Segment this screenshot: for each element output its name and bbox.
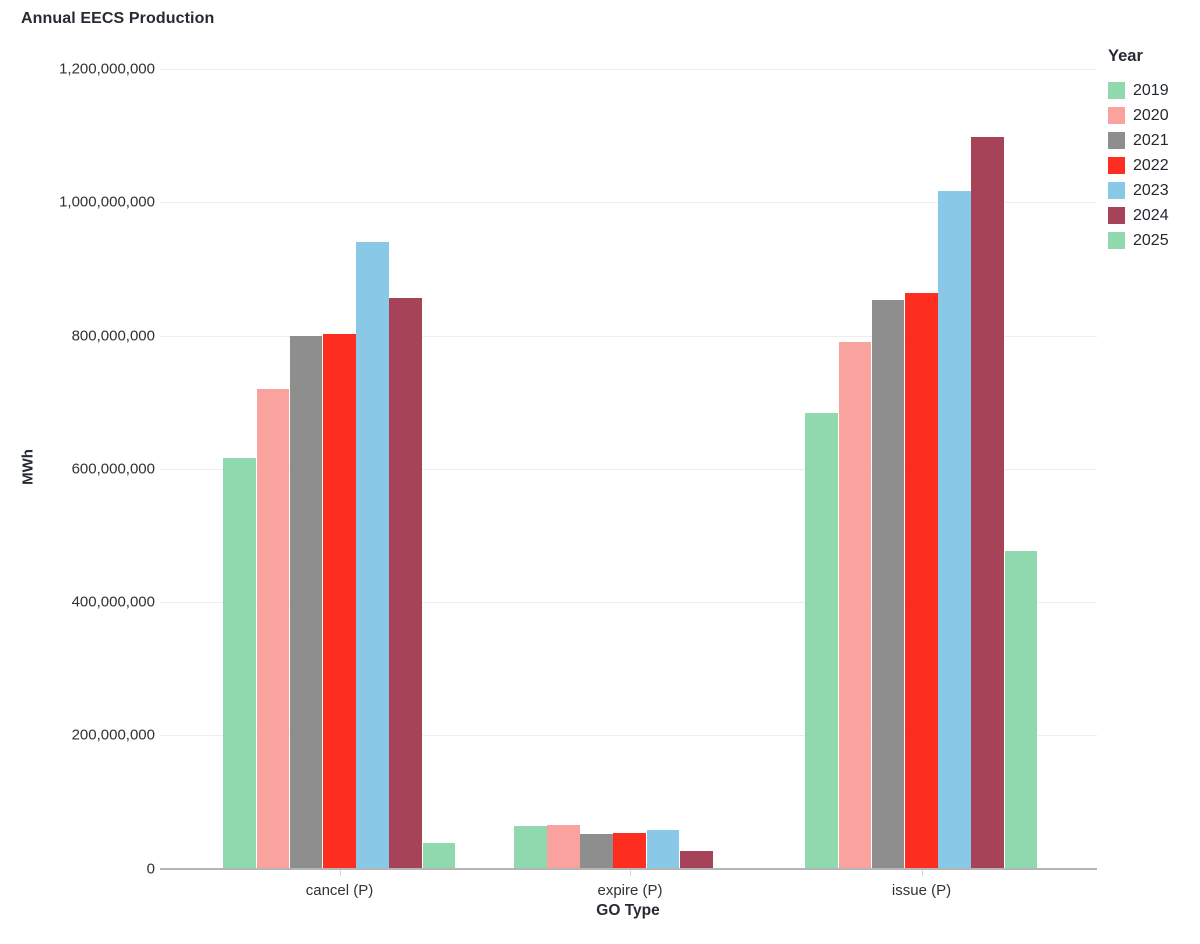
x-axis-line xyxy=(160,868,1097,870)
legend-swatch-2019 xyxy=(1108,82,1125,99)
bar-2019-issue-P[interactable] xyxy=(805,412,839,869)
bar-2024-cancel-P[interactable] xyxy=(389,297,423,869)
x-tick-mark xyxy=(630,870,631,876)
y-tick-label: 1,000,000,000 xyxy=(59,193,155,211)
y-tick-label: 1,200,000,000 xyxy=(59,60,155,78)
legend-title: Year xyxy=(1108,47,1143,65)
bar-2023-cancel-P[interactable] xyxy=(356,242,389,869)
legend-item-2023[interactable]: 2023 xyxy=(1108,178,1198,203)
legend-item-2021[interactable]: 2021 xyxy=(1108,128,1198,153)
y-tick-label: 400,000,000 xyxy=(71,593,155,611)
gridline xyxy=(160,335,1097,337)
chart-title: Annual EECS Production xyxy=(21,10,215,27)
y-tick-label: 0 xyxy=(146,860,155,877)
gridline xyxy=(160,602,1097,603)
legend-item-2024[interactable]: 2024 xyxy=(1108,203,1198,228)
x-tick-label-issue: issue (P) xyxy=(891,881,952,899)
gridline xyxy=(160,468,1097,470)
x-tick-mark xyxy=(339,870,341,876)
legend-label: 2019 xyxy=(1133,81,1169,99)
bar-2021-expire-P[interactable] xyxy=(580,833,613,869)
x-tick-label-expire: expire (P) xyxy=(597,881,663,899)
legend-swatch-2022 xyxy=(1108,157,1125,174)
y-tick-label: 800,000,000 xyxy=(71,327,155,344)
legend-label: 2021 xyxy=(1133,131,1169,149)
legend-swatch-2020 xyxy=(1108,107,1125,124)
bar-2025-cancel-P[interactable] xyxy=(422,843,456,869)
bar-2021-issue-P[interactable] xyxy=(871,299,905,869)
legend-label: 2025 xyxy=(1133,231,1169,249)
bar-2022-cancel-P[interactable] xyxy=(322,333,356,869)
legend-label: 2020 xyxy=(1133,106,1169,124)
gridline xyxy=(160,735,1097,737)
legend-item-2019[interactable]: 2019 xyxy=(1108,78,1198,103)
legend-item-2020[interactable]: 2020 xyxy=(1108,103,1198,128)
legend-swatch-2024 xyxy=(1108,207,1125,224)
x-axis-title: GO Type xyxy=(596,902,660,919)
bar-2020-expire-P[interactable] xyxy=(547,824,580,869)
bar-2024-expire-P[interactable] xyxy=(679,850,713,869)
bar-2022-expire-P[interactable] xyxy=(613,832,647,869)
legend-item-2022[interactable]: 2022 xyxy=(1108,153,1198,178)
gridline xyxy=(160,69,1097,70)
legend-swatch-2023 xyxy=(1108,182,1125,199)
legend-label: 2022 xyxy=(1133,156,1169,174)
y-tick-label: 200,000,000 xyxy=(71,726,155,744)
bar-2023-issue-P[interactable] xyxy=(938,190,971,869)
legend-items: 2019 2020 2021 2022 2023 2024 2025 xyxy=(1108,78,1198,253)
legend-label: 2024 xyxy=(1133,206,1169,224)
bar-2019-expire-P[interactable] xyxy=(513,825,547,869)
legend-swatch-2021 xyxy=(1108,132,1125,149)
gridline xyxy=(160,202,1097,204)
bar-2025-issue-P[interactable] xyxy=(1004,550,1038,869)
bar-2023-expire-P[interactable] xyxy=(646,829,680,869)
bar-2021-cancel-P[interactable] xyxy=(289,336,323,869)
legend-swatch-2025 xyxy=(1108,232,1125,249)
bar-2022-issue-P[interactable] xyxy=(904,292,938,869)
bar-2020-cancel-P[interactable] xyxy=(256,389,290,869)
bar-2024-issue-P[interactable] xyxy=(971,136,1005,869)
bar-2020-issue-P[interactable] xyxy=(838,342,872,869)
legend-item-2025[interactable]: 2025 xyxy=(1108,228,1198,253)
legend-label: 2023 xyxy=(1133,181,1169,199)
x-tick-mark xyxy=(921,870,923,876)
legend: Year 2019 2020 2021 2022 2023 2024 2025 xyxy=(1108,47,1198,253)
y-tick-label: 600,000,000 xyxy=(71,460,155,478)
bar-2019-cancel-P[interactable] xyxy=(223,458,257,869)
x-tick-label-cancel: cancel (P) xyxy=(305,881,374,899)
